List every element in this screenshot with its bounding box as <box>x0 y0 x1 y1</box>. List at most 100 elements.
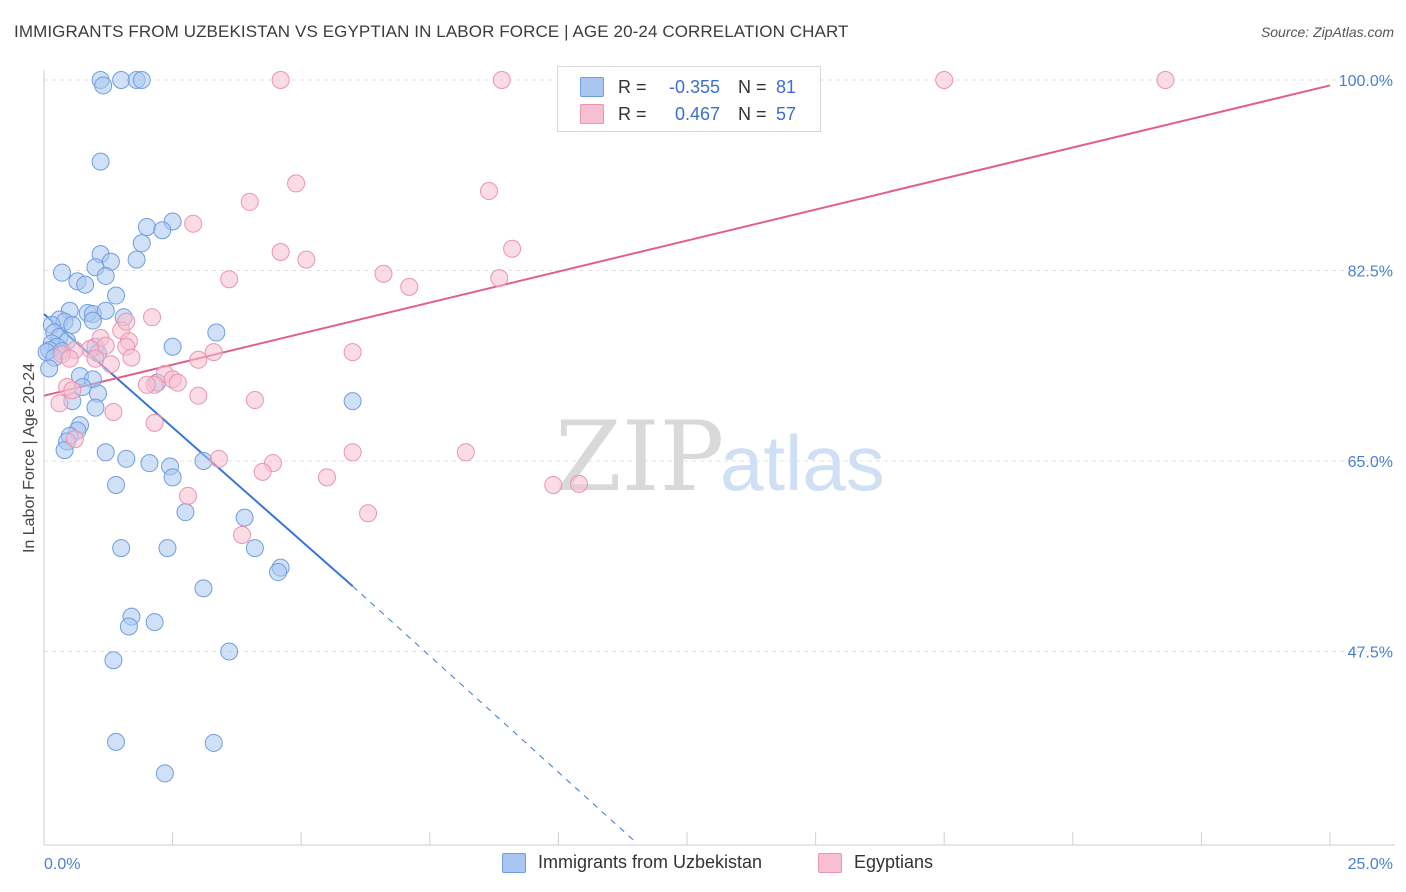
watermark-zip: ZIP <box>555 401 724 513</box>
data-point-uzbekistan <box>107 286 126 305</box>
data-point-uzbekistan <box>96 301 115 320</box>
legend-row-egyptians: R = 0.467 N = 57 <box>580 101 796 127</box>
data-point-egyptians <box>101 355 120 374</box>
watermark: ZIP atlas <box>555 401 885 513</box>
data-point-uzbekistan <box>132 234 151 253</box>
data-point-uzbekistan <box>96 443 115 462</box>
x-tick-label: 25.0% <box>1348 856 1393 873</box>
series-legend: Immigrants from Uzbekistan Egyptians <box>0 852 1406 878</box>
data-point-egyptians <box>935 71 954 89</box>
y-axis-label: In Labor Force | Age 20-24 <box>21 363 38 553</box>
data-points <box>37 71 1175 783</box>
data-point-uzbekistan <box>104 651 123 670</box>
data-point-egyptians <box>104 403 123 422</box>
data-point-uzbekistan <box>96 266 115 285</box>
data-point-uzbekistan <box>53 263 72 282</box>
data-point-egyptians <box>63 381 82 400</box>
data-point-egyptians <box>220 270 239 289</box>
data-point-egyptians <box>233 526 252 545</box>
legend-r-label: R = <box>618 76 647 97</box>
data-point-uzbekistan <box>86 398 105 417</box>
data-point-uzbekistan <box>153 221 172 240</box>
data-point-egyptians <box>479 182 498 201</box>
data-point-uzbekistan <box>158 539 177 558</box>
data-point-uzbekistan <box>155 764 174 783</box>
data-point-uzbekistan <box>63 315 82 334</box>
legend-n-value: 57 <box>776 103 797 124</box>
x-tick-label: 0.0% <box>44 856 80 873</box>
source-label: Source: ZipAtlas.com <box>1260 24 1394 40</box>
data-point-uzbekistan <box>137 217 156 236</box>
legend-r-value: 0.467 <box>674 103 720 124</box>
data-point-egyptians <box>143 308 162 327</box>
legend-swatch-pink <box>580 104 604 124</box>
series-name-uzbekistan: Immigrants from Uzbekistan <box>538 852 763 872</box>
legend-swatch-blue <box>580 77 604 97</box>
y-tick-label: 100.0% <box>1339 73 1393 90</box>
gridlines <box>44 79 1395 652</box>
data-point-uzbekistan <box>76 275 95 294</box>
data-point-egyptians <box>297 250 316 269</box>
data-point-uzbekistan <box>207 323 226 342</box>
data-point-uzbekistan <box>245 539 264 558</box>
data-point-egyptians <box>317 468 336 487</box>
data-point-uzbekistan <box>220 642 239 661</box>
data-point-uzbekistan <box>127 250 146 269</box>
data-point-uzbekistan <box>176 503 195 522</box>
data-point-uzbekistan <box>117 449 136 468</box>
data-point-uzbekistan <box>132 71 151 89</box>
series-legend-egyptians: Egyptians <box>818 852 933 873</box>
y-tick-label: 82.5% <box>1348 264 1393 281</box>
legend-r-label: R = <box>618 103 647 124</box>
data-point-egyptians <box>60 349 79 368</box>
data-point-egyptians <box>492 71 511 89</box>
legend-r-value: -0.355 <box>668 76 720 97</box>
data-point-uzbekistan <box>163 337 182 356</box>
data-point-egyptians <box>359 504 378 523</box>
series-swatch-blue <box>502 852 526 873</box>
axes <box>43 70 1395 846</box>
trendline-extension-uzbekistan <box>352 585 636 843</box>
data-point-uzbekistan <box>204 733 223 752</box>
watermark-atlas: atlas <box>720 419 885 507</box>
data-point-egyptians <box>117 312 136 331</box>
data-point-egyptians <box>271 242 290 261</box>
legend-n-label: N = <box>738 76 767 97</box>
data-point-uzbekistan <box>112 71 131 89</box>
data-point-egyptians <box>209 449 228 468</box>
data-point-uzbekistan <box>112 539 131 558</box>
data-point-uzbekistan <box>83 311 102 330</box>
data-point-egyptians <box>253 462 272 481</box>
data-point-egyptians <box>204 343 223 362</box>
data-point-uzbekistan <box>163 468 182 487</box>
trendline-egyptians <box>43 84 1331 397</box>
data-point-egyptians <box>240 192 259 211</box>
data-point-egyptians <box>145 413 164 432</box>
legend-n-value: 81 <box>776 76 797 97</box>
data-point-uzbekistan <box>194 579 213 598</box>
data-point-uzbekistan <box>145 613 164 632</box>
y-tick-label: 47.5% <box>1348 645 1393 662</box>
data-point-egyptians <box>400 277 419 296</box>
data-point-egyptians <box>65 430 84 449</box>
data-point-egyptians <box>168 373 187 392</box>
data-point-uzbekistan <box>235 508 254 527</box>
data-point-uzbekistan <box>140 454 159 473</box>
data-point-uzbekistan <box>107 475 126 494</box>
data-point-egyptians <box>544 475 563 494</box>
data-point-uzbekistan <box>40 359 59 378</box>
legend-n-label: N = <box>738 103 767 124</box>
data-point-egyptians <box>137 375 156 394</box>
data-point-egyptians <box>86 349 105 368</box>
tick-labels: 47.5% 65.0% 82.5% 100.0% 0.0% 25.0% <box>44 73 1393 873</box>
correlation-legend: R = -0.355 N = 81 R = 0.467 N = 57 <box>557 66 821 132</box>
chart-title: IMMIGRANTS FROM UZBEKISTAN VS EGYPTIAN I… <box>14 22 849 41</box>
data-point-egyptians <box>122 348 141 367</box>
data-point-uzbekistan <box>343 392 362 411</box>
series-name-egyptians: Egyptians <box>854 852 934 872</box>
data-point-egyptians <box>245 391 264 410</box>
data-point-egyptians <box>503 239 522 258</box>
data-point-uzbekistan <box>119 617 138 636</box>
data-point-egyptians <box>490 269 509 288</box>
data-point-uzbekistan <box>269 563 288 582</box>
